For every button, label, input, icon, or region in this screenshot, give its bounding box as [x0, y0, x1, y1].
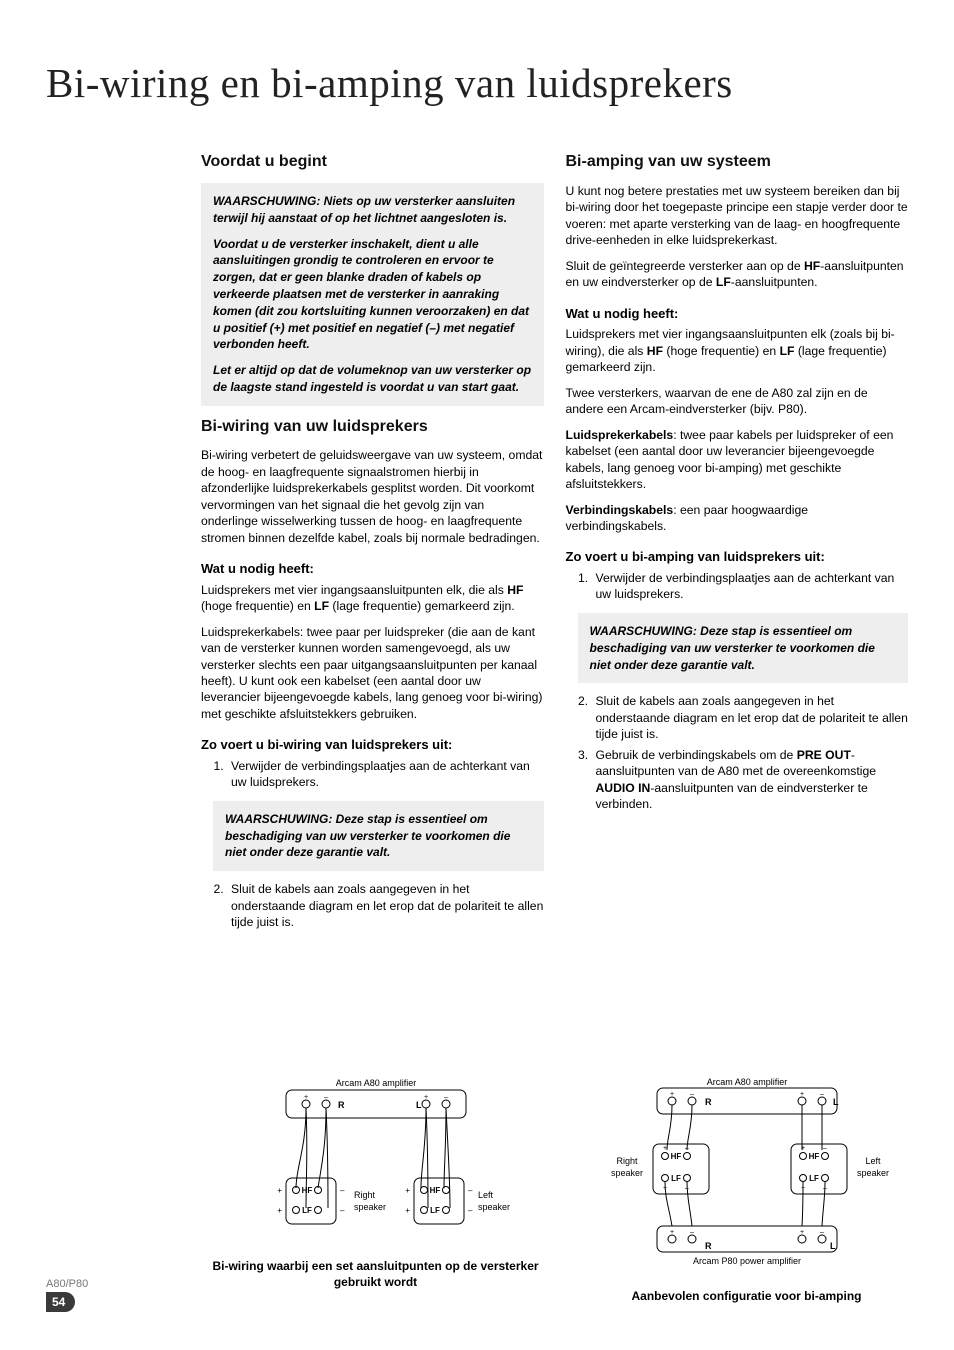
h-biamping: Bi-amping van uw systeem — [566, 151, 909, 173]
svg-text:speaker: speaker — [610, 1168, 642, 1178]
caption-biamping: Aanbevolen configuratie voor bi-amping — [572, 1288, 921, 1304]
svg-text:Right: Right — [354, 1190, 376, 1200]
steps-right-2: Sluit de kabels aan zoals aangegeven in … — [566, 693, 909, 812]
warning-left-step: WAARSCHUWING: Deze stap is essentieel om… — [213, 801, 544, 871]
svg-text:LF: LF — [671, 1174, 681, 1183]
page-footer: A80/P80 54 — [46, 1277, 88, 1312]
h-steps-right: Zo voert u bi-amping van luidsprekers ui… — [566, 548, 909, 566]
svg-text:–: – — [690, 1229, 694, 1236]
right-column: Bi-amping van uw systeem U kunt nog bete… — [566, 151, 909, 940]
warn-p1: WAARSCHUWING: Niets op uw versterker aan… — [213, 193, 532, 227]
need-r2: Twee versterkers, waarvan de ene de A80 … — [566, 385, 909, 418]
warn-p3: Let er altijd op dat de volumeknop van u… — [213, 362, 532, 396]
svg-text:Arcam A80 amplifier: Arcam A80 amplifier — [335, 1078, 416, 1088]
warn-right-step-text: WAARSCHUWING: Deze stap is essentieel om… — [590, 623, 897, 673]
svg-text:+: + — [669, 1229, 673, 1236]
right-step3: Gebruik de verbindingskabels om de PRE O… — [592, 747, 909, 813]
left-step1: Verwijder de verbindingsplaatjes aan de … — [227, 758, 544, 791]
warn-left-step-text: WAARSCHUWING: Deze stap is essentieel om… — [225, 811, 532, 861]
h-need-right: Wat u nodig heeft: — [566, 305, 909, 323]
svg-text:L: L — [416, 1100, 422, 1110]
need-l1: Luidsprekers met vier ingangsaansluitpun… — [201, 582, 544, 615]
footer-page-number: 54 — [46, 1292, 75, 1312]
svg-text:+: + — [405, 1206, 410, 1215]
footer-model: A80/P80 — [46, 1277, 88, 1292]
biamping-diagram: Arcam A80 amplifier + – R + – L — [587, 1078, 907, 1278]
svg-text:speaker: speaker — [856, 1168, 888, 1178]
svg-text:+: + — [799, 1091, 803, 1098]
svg-text:Arcam A80 amplifier: Arcam A80 amplifier — [706, 1078, 787, 1087]
svg-text:–: – — [468, 1186, 473, 1195]
svg-text:Arcam P80 power amplifier: Arcam P80 power amplifier — [692, 1256, 800, 1266]
svg-text:Left: Left — [865, 1156, 881, 1166]
svg-text:–: – — [340, 1206, 345, 1215]
svg-text:–: – — [340, 1186, 345, 1195]
svg-text:speaker: speaker — [478, 1202, 510, 1212]
svg-text:LF: LF — [302, 1206, 312, 1215]
svg-text:–: – — [685, 1145, 689, 1152]
svg-text:–: – — [690, 1091, 694, 1098]
warning-right-step: WAARSCHUWING: Deze stap is essentieel om… — [578, 613, 909, 683]
svg-text:–: – — [823, 1145, 827, 1152]
need-r3: Luidsprekerkabels: twee paar kabels per … — [566, 427, 909, 493]
svg-text:Right: Right — [616, 1156, 638, 1166]
biwiring-diagram: Arcam A80 amplifier + – R + – L — [226, 1078, 526, 1248]
warn-p2: Voordat u de versterker inschakelt, dien… — [213, 236, 532, 354]
figure-biamping: Arcam A80 amplifier + – R + – L — [572, 1078, 921, 1304]
svg-text:HF: HF — [808, 1152, 819, 1161]
left-column: Voordat u begint WAARSCHUWING: Niets op … — [201, 151, 544, 940]
need-l2: Luidsprekerkabels: twee paar per luidspr… — [201, 624, 544, 723]
svg-text:HF: HF — [429, 1186, 440, 1195]
svg-text:+: + — [800, 1145, 804, 1152]
svg-text:L: L — [830, 1241, 836, 1251]
svg-text:–: – — [444, 1094, 448, 1101]
svg-text:speaker: speaker — [354, 1202, 386, 1212]
svg-text:+: + — [662, 1145, 666, 1152]
svg-text:+: + — [277, 1206, 282, 1215]
figure-biwiring: Arcam A80 amplifier + – R + – L — [201, 1078, 550, 1304]
svg-text:–: – — [468, 1206, 473, 1215]
biamp-intro: U kunt nog betere prestaties met uw syst… — [566, 183, 909, 249]
svg-text:+: + — [799, 1229, 803, 1236]
svg-text:+: + — [277, 1186, 282, 1195]
steps-left: Verwijder de verbindingsplaatjes aan de … — [201, 758, 544, 791]
biwire-intro: Bi-wiring verbetert de geluidsweergave v… — [201, 447, 544, 546]
left-step2: Sluit de kabels aan zoals aangegeven in … — [227, 881, 544, 930]
svg-text:+: + — [669, 1091, 673, 1098]
svg-text:R: R — [338, 1100, 345, 1110]
svg-text:HF: HF — [670, 1152, 681, 1161]
svg-text:–: – — [820, 1091, 824, 1098]
svg-text:–: – — [324, 1094, 328, 1101]
svg-text:+: + — [423, 1094, 427, 1101]
svg-text:R: R — [705, 1241, 712, 1251]
need-r4: Verbindingskabels: een paar hoogwaardige… — [566, 502, 909, 535]
page-title: Bi-wiring en bi-amping van luidsprekers — [46, 56, 908, 111]
right-step1: Verwijder de verbindingsplaatjes aan de … — [592, 570, 909, 603]
h-before-you-begin: Voordat u begint — [201, 151, 544, 173]
svg-text:R: R — [705, 1097, 712, 1107]
svg-text:LF: LF — [430, 1206, 440, 1215]
biamp-connect: Sluit de geïntegreerde versterker aan op… — [566, 258, 909, 291]
h-biwiring: Bi-wiring van uw luidsprekers — [201, 416, 544, 438]
need-r1: Luidsprekers met vier ingangsaansluitpun… — [566, 326, 909, 375]
warning-main: WAARSCHUWING: Niets op uw versterker aan… — [201, 183, 544, 406]
svg-text:Left: Left — [478, 1190, 494, 1200]
svg-text:LF: LF — [809, 1174, 819, 1183]
svg-text:+: + — [303, 1094, 307, 1101]
steps-left-2: Sluit de kabels aan zoals aangegeven in … — [201, 881, 544, 930]
svg-text:L: L — [833, 1097, 839, 1107]
right-step2: Sluit de kabels aan zoals aangegeven in … — [592, 693, 909, 742]
h-need-left: Wat u nodig heeft: — [201, 560, 544, 578]
svg-text:+: + — [405, 1186, 410, 1195]
svg-text:HF: HF — [301, 1186, 312, 1195]
h-steps-left: Zo voert u bi-wiring van luidsprekers ui… — [201, 736, 544, 754]
caption-biwiring: Bi-wiring waarbij een set aansluitpunten… — [201, 1258, 550, 1290]
steps-right: Verwijder de verbindingsplaatjes aan de … — [566, 570, 909, 603]
svg-text:–: – — [820, 1229, 824, 1236]
